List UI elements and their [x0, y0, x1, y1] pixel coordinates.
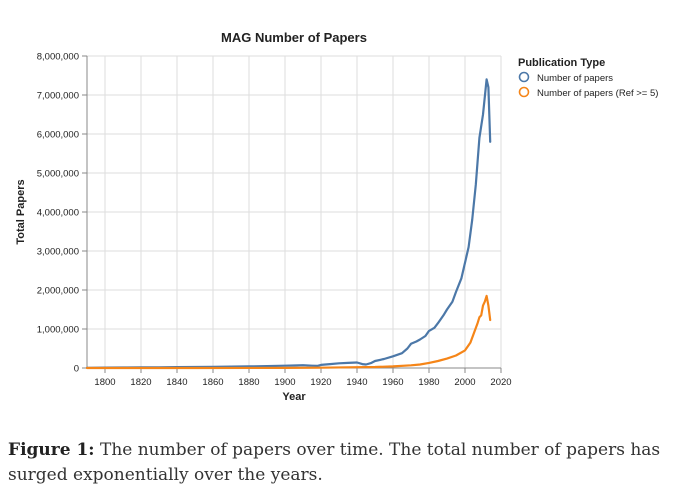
legend-symbol-number-of-papers [518, 71, 530, 83]
legend-symbol-number-of-papers-ref5 [518, 86, 530, 98]
chart-grid [87, 55, 502, 369]
x-tick-label: 1980 [418, 377, 439, 388]
y-tick-label: 7,000,000 [37, 91, 79, 102]
legend-title: Publication Type [518, 57, 605, 69]
legend-label-number-of-papers-ref5: Number of papers (Ref >= 5) [537, 88, 658, 99]
y-tick-label: 0 [74, 364, 79, 375]
y-tick-label: 5,000,000 [37, 169, 79, 180]
y-tick-label: 1,000,000 [37, 325, 79, 336]
x-tick-label: 2020 [490, 377, 511, 388]
y-tick-label: 6,000,000 [37, 130, 79, 141]
y-tick-label: 2,000,000 [37, 286, 79, 297]
x-tick-label: 1860 [202, 377, 223, 388]
figure-caption-text: The number of papers over time. The tota… [8, 440, 661, 485]
x-tick-label: 1920 [310, 377, 331, 388]
x-tick-label: 1940 [346, 377, 367, 388]
chart-legend: Publication Type Number of papers Number… [518, 57, 658, 99]
x-tick-label: 2000 [454, 377, 475, 388]
x-tick-label: 1820 [130, 377, 151, 388]
y-tick-label: 3,000,000 [37, 247, 79, 258]
line-chart: MAG Number of Papers 0 1,000,000 2,000,000… [15, 30, 658, 403]
y-tick-label: 8,000,000 [37, 52, 79, 63]
x-tick-label: 1880 [238, 377, 259, 388]
y-tick-label: 4,000,000 [37, 208, 79, 219]
x-tick-label: 1900 [274, 377, 295, 388]
x-tick-label: 1800 [94, 377, 115, 388]
series-layer [85, 78, 492, 370]
y-axis-label: Total Papers [15, 179, 27, 244]
series-line-number-of-papers [85, 78, 492, 369]
x-axis: 1800 1820 1840 1860 1880 1900 1920 1940 1960 1980… [87, 367, 512, 388]
x-axis-label: Year [282, 391, 306, 403]
figure-caption: Figure 1: The number of papers over time… [8, 438, 694, 488]
legend-label-number-of-papers: Number of papers [537, 73, 613, 84]
y-axis: 0 1,000,000 2,000,000 3,000,000 4,000,000 5,0… [37, 52, 88, 375]
series-line-number-of-papers-ref5 [85, 294, 492, 370]
figure-caption-label: Figure 1: [8, 440, 95, 460]
x-tick-label: 1840 [166, 377, 187, 388]
x-tick-label: 1960 [382, 377, 403, 388]
chart-title: MAG Number of Papers [221, 30, 367, 45]
